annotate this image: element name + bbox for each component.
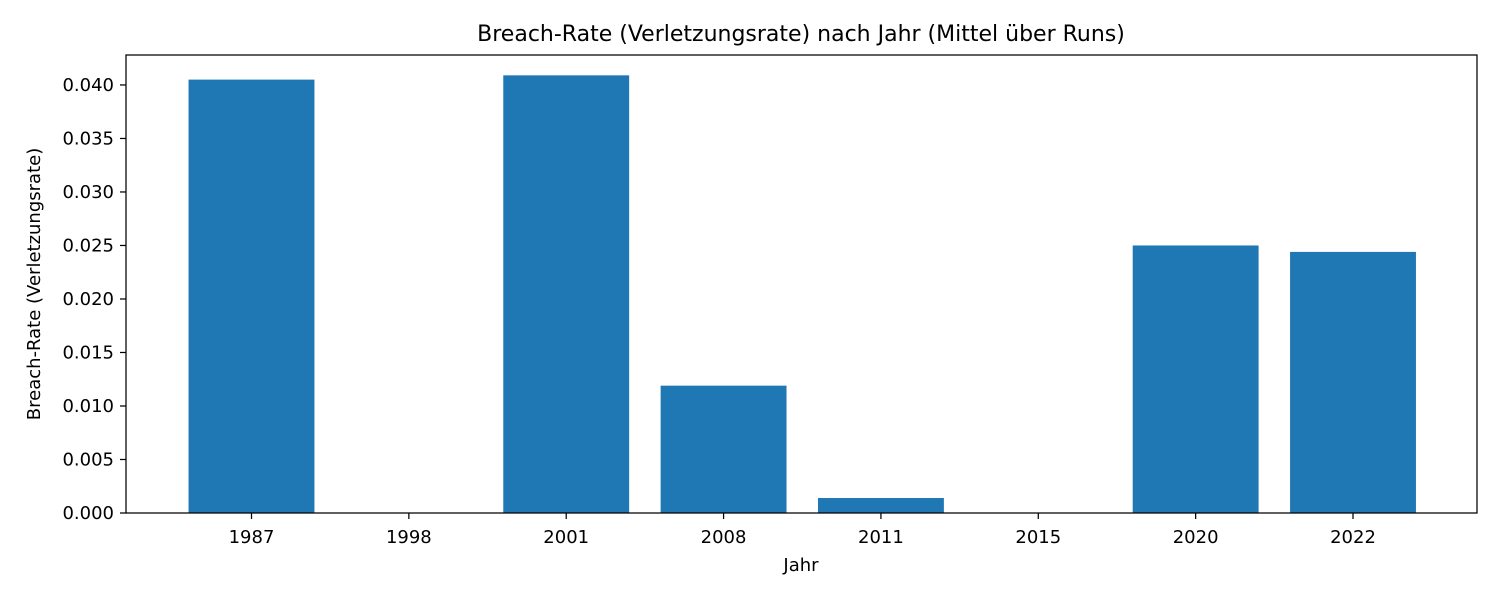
y-tick-label: 0.025 [62, 235, 114, 256]
x-tick-label: 2008 [701, 527, 747, 548]
chart-title: Breach-Rate (Verletzungsrate) nach Jahr … [477, 22, 1125, 47]
y-tick-label: 0.005 [62, 449, 114, 470]
bars-group [188, 75, 1416, 514]
y-tick-label: 0.040 [62, 75, 114, 96]
y-tick-label: 0.015 [62, 342, 114, 363]
y-axis-label: Breach-Rate (Verletzungsrate) [24, 148, 45, 420]
y-tick-label: 0.020 [62, 289, 114, 310]
y-tick-label: 0.000 [62, 503, 114, 524]
x-tick-label: 1998 [386, 527, 432, 548]
x-tick-label: 2022 [1330, 527, 1376, 548]
bar-2001 [503, 75, 630, 513]
bar-2011 [817, 498, 944, 513]
x-tick-label: 2020 [1173, 527, 1219, 548]
x-tick-label: 2015 [1015, 527, 1061, 548]
y-tick-label: 0.010 [62, 396, 114, 417]
y-tick-label: 0.030 [62, 182, 114, 203]
bar-2022 [1290, 251, 1416, 513]
plot-frame [125, 54, 1478, 514]
x-axis-label: Jahr [782, 555, 819, 576]
x-tick-label: 2001 [543, 527, 589, 548]
x-tick-label: 1987 [229, 527, 275, 548]
bar-1987 [188, 79, 315, 514]
bar-2020 [1132, 245, 1259, 514]
y-axis-ticks: 0.000 0.005 0.010 0.015 0.020 0.025 0.030 0.035… [62, 75, 126, 524]
x-axis-ticks: 1987 1998 2001 2008 2011 2015 2020 2022 [229, 513, 1376, 548]
bar-2008 [660, 385, 787, 513]
x-tick-label: 2011 [858, 527, 904, 548]
y-tick-label: 0.035 [62, 128, 114, 149]
